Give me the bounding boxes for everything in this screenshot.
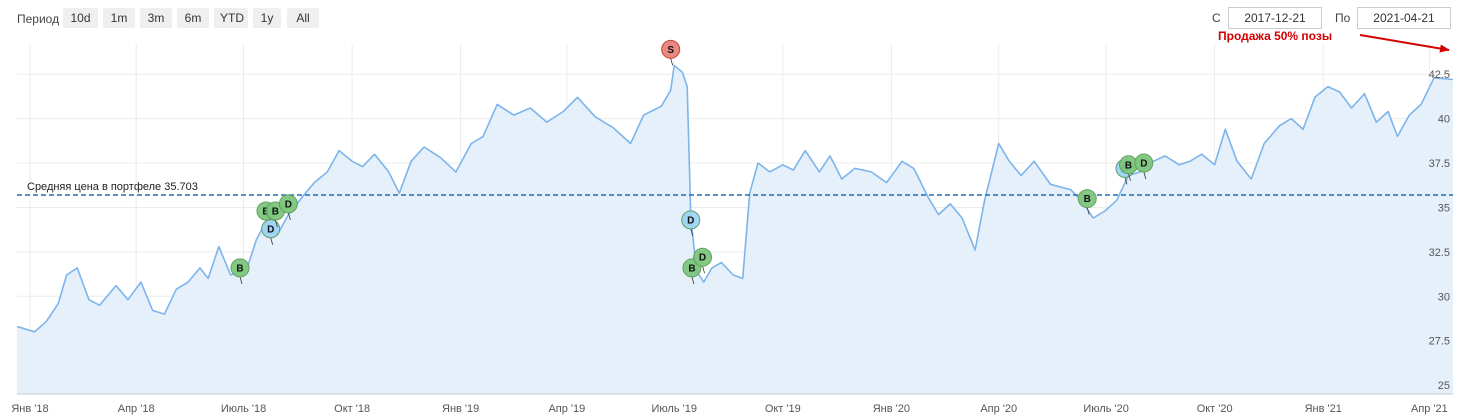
marker-circle [230,258,250,278]
x-tick-label: Окт '19 [765,403,801,415]
range-button-ytd[interactable]: YTD [214,8,248,28]
to-date-label: По [1335,11,1351,25]
to-date-input[interactable] [1357,7,1451,29]
marker-pointer [239,276,243,284]
sale-annotation-label: Продажа 50% позы [1218,29,1333,43]
trade-marker-div[interactable]: D [261,219,281,245]
marker-circle [261,219,281,239]
period-label: Период [17,12,60,26]
x-tick-label: Июль '19 [651,403,696,415]
marker-label: S [667,45,674,56]
x-tick-label: Окт '20 [1197,403,1233,415]
marker-label: D [1140,159,1147,170]
y-tick-label: 40 [1438,114,1450,126]
trade-marker-buy[interactable]: B [230,258,250,284]
marker-circle [681,210,701,230]
x-tick-label: Янв '21 [1305,403,1342,415]
average-price-line-group: Средняя цена в портфеле 35.703 [17,181,1453,196]
marker-label: D [285,199,292,210]
y-tick-label: 35 [1438,202,1450,214]
x-tick-label: Янв '20 [873,403,910,415]
from-date-input[interactable] [1228,7,1322,29]
marker-label: B [272,207,279,218]
y-tick-label: 42.5 [1429,69,1450,81]
x-tick-label: Апр '20 [980,403,1017,415]
range-button-6m[interactable]: 6m [177,8,209,28]
marker-pointer [288,212,291,221]
marker-label: B [236,263,243,274]
price-area-fill [17,65,1453,395]
marker-circle [278,194,298,214]
y-tick-label: 30 [1438,291,1450,303]
y-tick-label: 37.5 [1429,158,1450,170]
marker-circle [661,39,681,59]
marker-label: D [687,215,694,226]
trade-marker-buy[interactable]: D [693,247,713,274]
x-tick-label: Июль '18 [221,403,266,415]
x-tick-label: Янв '19 [442,403,479,415]
marker-label: B [688,263,695,274]
marker-pointer [1128,173,1131,181]
marker-label: B [1125,160,1132,171]
trade-marker-sell[interactable]: S [661,39,681,66]
marker-pointer [690,228,694,236]
marker-pointer [670,58,674,66]
marker-label: B [1084,194,1091,205]
x-tick-label: Апр '18 [118,403,155,415]
marker-pointer [275,219,278,228]
toolbar: Период 10d 1m 3m 6m YTD 1y All С По [0,0,1466,40]
marker-circle [693,247,713,267]
price-area [16,64,1454,395]
range-button-1m[interactable]: 1m [103,8,135,28]
y-tick-label: 25 [1438,380,1450,392]
trade-markers: BBDBDSDBDBDBD [230,39,1154,284]
trade-marker-buy[interactable]: D [1134,153,1154,180]
x-tick-label: Апр '19 [548,403,585,415]
axes: Янв '18 Апр '18 Июль '18 Окт '18 Янв '19 Апр … [11,69,1453,415]
x-tick-label: Окт '18 [334,403,370,415]
trade-marker-div[interactable]: D [681,210,701,236]
range-button-10d[interactable]: 10d [63,8,98,28]
range-button-all[interactable]: All [287,8,319,28]
x-tick-label: Апр '21 [1411,403,1448,415]
marker-pointer [702,266,705,274]
marker-circle [1077,189,1097,209]
x-tick-label: Янв '18 [11,403,48,415]
y-tick-label: 32.5 [1429,247,1450,259]
marker-pointer [1143,171,1147,180]
y-tick-label: 27.5 [1429,336,1450,348]
trade-marker-buy[interactable]: B [1077,189,1097,215]
from-date-label: С [1212,11,1221,25]
annotation [1359,34,1450,53]
marker-pointer [691,276,695,284]
x-tick-label: Июль '20 [1083,403,1128,415]
marker-circle [1134,153,1154,173]
marker-pointer [1124,177,1128,185]
marker-pointer [1086,207,1090,215]
marker-label: D [267,224,274,235]
marker-label: D [699,253,706,264]
average-price-label: Средняя цена в портфеле 35.703 [27,181,198,193]
range-button-1y[interactable]: 1y [253,8,281,28]
marker-pointer [270,237,274,245]
annotation-arrow [1359,34,1450,53]
range-button-3m[interactable]: 3m [140,8,172,28]
trade-marker-buy[interactable]: D [278,194,298,221]
